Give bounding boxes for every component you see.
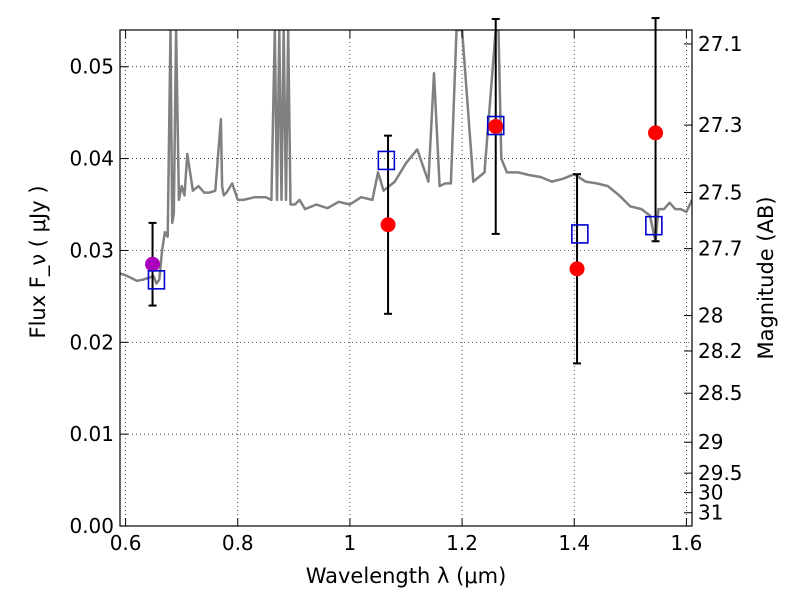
y2-tick-label: 27.7 (698, 237, 743, 261)
y-tick-label: 0.01 (69, 422, 114, 446)
y2-tick-label: 30 (698, 481, 723, 505)
y-tick-label: 0.04 (69, 147, 114, 171)
observed-points-series (145, 118, 664, 277)
y-tick-label: 0.02 (69, 330, 114, 354)
y-tick-label: 0.00 (69, 514, 114, 538)
model-points-series (147, 115, 663, 290)
y-tick-label: 0.03 (69, 238, 114, 262)
observed-point (380, 217, 396, 233)
x-tick-label: 0.8 (222, 531, 254, 555)
x-tick-label: 1.4 (558, 531, 590, 555)
y2-tick-label: 31 (698, 501, 723, 525)
y-tick-label: 0.05 (69, 55, 114, 79)
y2-tick-label: 27.1 (698, 32, 743, 56)
observed-point (648, 125, 664, 141)
observed-point (145, 256, 161, 272)
y2-tick-label: 29.5 (698, 461, 743, 485)
model-point-box (571, 224, 589, 244)
y2-tick-label: 28 (698, 304, 723, 328)
x-tick-label: 0.6 (110, 531, 142, 555)
y-axis-ticks: 0.00 0.01 0.02 0.03 0.04 0.05 (69, 55, 128, 538)
y2-tick-label: 29 (698, 430, 723, 454)
plot-frame (119, 29, 693, 527)
model-point-box (377, 150, 396, 171)
model-point-box (486, 115, 505, 136)
model-point-box (147, 270, 166, 290)
y2-tick-label: 28.2 (698, 339, 743, 363)
y2-tick-label: 27.5 (698, 181, 743, 205)
x-tick-label: 1.6 (670, 531, 702, 555)
x-axis-label: Wavelength λ (μm) (306, 564, 507, 588)
x-tick-label: 1 (344, 531, 357, 555)
model-point-box (645, 215, 663, 236)
y-axis-label: Flux F_ν ( μJy ) (26, 185, 51, 338)
observed-point (569, 261, 585, 277)
model-spectrum-line (120, 30, 692, 285)
y2-axis-label: Magnitude (AB) (754, 196, 778, 359)
y2-tick-label: 27.3 (698, 113, 743, 137)
model-spectrum-series (120, 30, 692, 285)
y2-tick-label: 28.5 (698, 381, 743, 405)
observed-point (488, 118, 504, 134)
x-axis-ticks: 0.6 0.8 1 1.2 1.4 1.6 (110, 30, 702, 555)
x-tick-label: 1.2 (446, 531, 478, 555)
